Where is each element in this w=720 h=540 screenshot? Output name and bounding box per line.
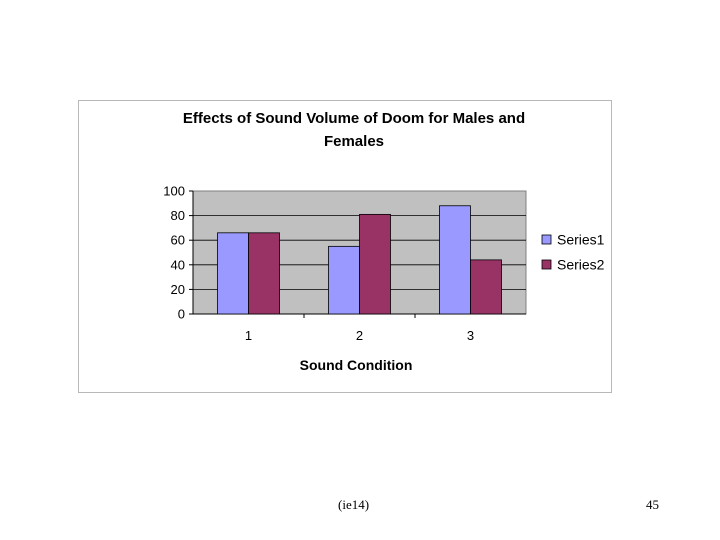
bar-series2 [248, 232, 280, 315]
legend-swatch-series2 [541, 259, 552, 270]
bar-series1 [439, 205, 471, 315]
legend-label: Series2 [557, 257, 605, 273]
y-tick-label: 100 [163, 184, 185, 199]
x-tick-label: 3 [467, 328, 474, 343]
bar-series2 [470, 259, 502, 315]
bar-chart: Effects of Sound Volume of Doom for Male… [163, 110, 605, 373]
bar-series1 [328, 245, 360, 315]
bar-series1 [217, 232, 249, 315]
y-tick-label: 80 [171, 208, 185, 223]
legend-swatch-series1 [541, 234, 552, 245]
y-tick-label: 60 [171, 233, 185, 248]
footer-label: (ie14) [338, 497, 370, 512]
bar-series2 [359, 213, 391, 315]
chart-title-line: Effects of Sound Volume of Doom for Male… [183, 110, 525, 127]
chart-frame: Effects of Sound Volume of Doom for Male… [78, 100, 612, 393]
y-tick-label: 40 [171, 257, 185, 272]
y-tick-label: 0 [178, 307, 185, 322]
y-tick-label: 20 [171, 282, 185, 297]
legend-label: Series1 [557, 232, 605, 248]
page-number: 45 [646, 497, 659, 512]
x-axis-title: Sound Condition [300, 357, 413, 373]
x-tick-label: 2 [356, 328, 363, 343]
x-tick-label: 1 [245, 328, 252, 343]
chart-title-line: Females [324, 133, 384, 150]
